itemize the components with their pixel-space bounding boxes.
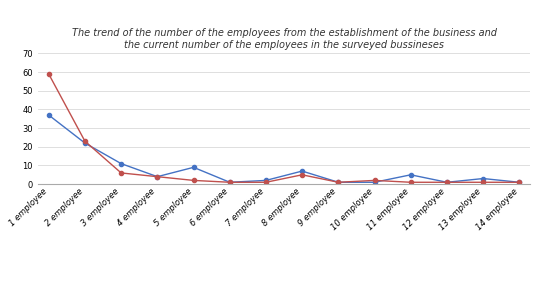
Line: No. of the current employees: No. of the current employees bbox=[47, 113, 522, 184]
No. of the current employees bbox=[335, 181, 341, 184]
No. of the current employees bbox=[480, 177, 486, 180]
No. of the current employees bbox=[154, 175, 161, 178]
No. of the current employees bbox=[190, 165, 197, 169]
Title: The trend of the number of the employees from the establishment of the business : The trend of the number of the employees… bbox=[71, 28, 497, 50]
No. of the current employees bbox=[118, 162, 124, 165]
No. of employees when established bbox=[82, 139, 88, 143]
No. of employees when established bbox=[227, 181, 233, 184]
No. of employees when established bbox=[480, 181, 486, 184]
No. of employees when established bbox=[516, 181, 523, 184]
No. of the current employees bbox=[263, 178, 269, 182]
No. of the current employees bbox=[516, 181, 523, 184]
No. of employees when established bbox=[263, 181, 269, 184]
No. of the current employees bbox=[45, 113, 52, 117]
No. of the current employees bbox=[371, 181, 378, 184]
No. of employees when established bbox=[154, 175, 161, 178]
No. of employees when established bbox=[299, 173, 305, 177]
No. of the current employees bbox=[407, 173, 414, 177]
Line: No. of employees when established: No. of employees when established bbox=[47, 72, 522, 184]
No. of employees when established bbox=[335, 181, 341, 184]
No. of the current employees bbox=[227, 181, 233, 184]
No. of employees when established bbox=[190, 178, 197, 182]
No. of employees when established bbox=[407, 181, 414, 184]
No. of employees when established bbox=[118, 171, 124, 175]
No. of employees when established bbox=[444, 181, 450, 184]
No. of the current employees bbox=[82, 141, 88, 145]
No. of employees when established bbox=[371, 178, 378, 182]
No. of the current employees bbox=[444, 181, 450, 184]
No. of employees when established bbox=[45, 72, 52, 76]
No. of the current employees bbox=[299, 169, 305, 173]
